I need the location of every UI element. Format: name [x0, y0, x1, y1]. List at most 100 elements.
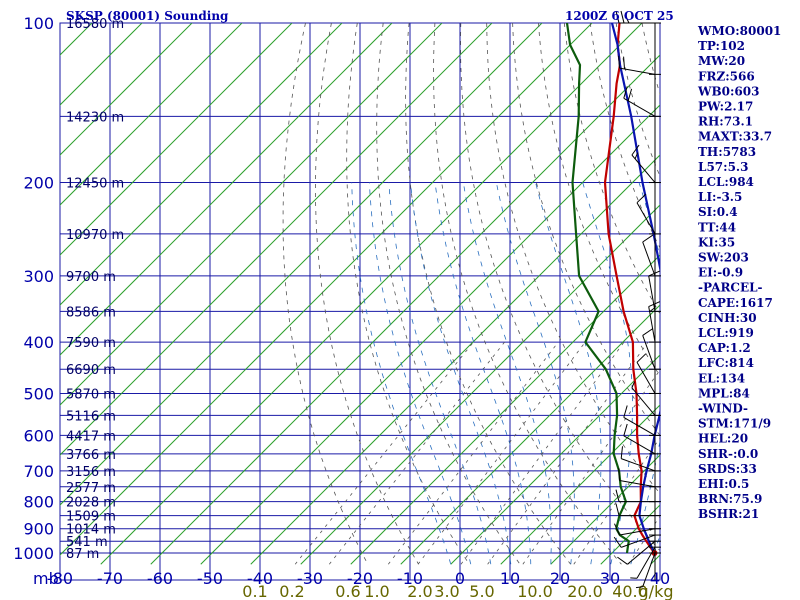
index-value: TP:102: [698, 39, 745, 53]
wind-barb: [618, 55, 661, 75]
parcel-path: [610, 23, 660, 554]
height-label: 1014 m: [66, 523, 116, 538]
index-value: STM:171/9: [698, 417, 771, 431]
barb-flag: [618, 468, 620, 481]
moist-adiabat: [369, 182, 472, 565]
pressure-tick-label: 1000: [13, 544, 54, 563]
index-value: TH:5783: [698, 145, 756, 159]
isotherm: [500, 404, 660, 565]
barb-flag: [642, 328, 654, 336]
temperature-tick-label: -70: [97, 569, 123, 588]
barb-flag: [620, 10, 625, 24]
temperature-profile: [603, 23, 656, 554]
dry-adiabat: [315, 23, 419, 565]
height-label: 2028 m: [66, 496, 116, 511]
dry-adiabat: [433, 23, 622, 565]
index-value: HEL:20: [698, 432, 748, 446]
barb-flag: [615, 489, 620, 502]
pressure-tick-label: 600: [23, 426, 54, 445]
mixing-ratio-label: 40.0: [612, 582, 648, 600]
wind-barb: [636, 193, 661, 235]
barb-shaft: [623, 435, 656, 455]
index-value: PW:2.17: [698, 100, 753, 114]
wind-barb: [615, 489, 661, 503]
temperature-tick-label: 10: [500, 569, 520, 588]
index-value: EL:134: [698, 371, 745, 385]
index-value: EHI:0.5: [698, 477, 749, 491]
index-value: FRZ:566: [698, 69, 755, 83]
chart-title: SKSP (80001) Sounding: [66, 9, 229, 23]
wind-barb: [635, 552, 661, 589]
isotherm: [200, 104, 660, 565]
isotherm: [60, 23, 193, 156]
barb-flag: [615, 10, 620, 24]
height-label: 12450 m: [66, 177, 124, 192]
index-value: LFC:814: [698, 356, 754, 370]
index-value: WB0:603: [697, 84, 759, 98]
barb-flag: [623, 86, 628, 99]
temperature-tick-label: -30: [297, 569, 323, 588]
barb-shaft: [636, 546, 656, 579]
barb-shaft: [642, 335, 656, 370]
pressure-tick-label: 400: [23, 333, 54, 352]
wind-barb: [618, 468, 661, 488]
index-value: CINH:30: [698, 311, 757, 325]
height-label: 5870 m: [66, 387, 116, 402]
height-label: 6690 m: [66, 363, 116, 378]
index-value: SHR-:0.0: [698, 447, 758, 461]
index-value: MPL:84: [698, 386, 750, 400]
barb-shaft: [619, 528, 656, 536]
index-value: BSHR:21: [698, 507, 759, 521]
mixing-ratio-label: 0.2: [279, 582, 304, 600]
isotherm: [400, 304, 660, 565]
wind-barb: [623, 423, 661, 455]
barb-flag: [613, 536, 622, 548]
barb-shaft: [636, 362, 656, 394]
wind-barb: [614, 523, 661, 536]
pressure-tick-label: 900: [23, 520, 54, 539]
pressure-tick-label: 200: [23, 174, 54, 193]
dry-adiabat: [405, 23, 572, 565]
wind-barb: [623, 405, 661, 436]
barb-flag: [625, 16, 630, 24]
barb-shaft: [631, 387, 656, 416]
barb-flag: [631, 381, 635, 388]
barb-flag: [623, 405, 628, 418]
index-value: SW:203: [698, 251, 749, 265]
mixing-ratio-label: 0.6: [335, 582, 360, 600]
moist-adiabat: [410, 182, 512, 565]
isotherm: [60, 23, 543, 506]
dry-adiabat: [376, 23, 521, 565]
moist-adiabat: [535, 182, 602, 565]
dry-adiabat: [538, 23, 660, 377]
isotherm: [60, 23, 293, 256]
pressure-tick-label: 100: [23, 14, 54, 33]
barb-shaft: [648, 306, 656, 343]
temperature-tick-label: -40: [247, 569, 273, 588]
mixing-ratio-label: 1.0: [364, 582, 389, 600]
barb-flag: [636, 193, 647, 204]
wind-barb: [631, 381, 661, 416]
moist-adiabat: [434, 182, 532, 565]
index-value: MW:20: [698, 54, 745, 68]
wind-barb: [642, 328, 661, 370]
barb-shaft: [631, 154, 656, 183]
temperature-tick-label: 20: [550, 569, 570, 588]
index-value: WMO:80001: [697, 24, 781, 38]
barb-shaft: [648, 275, 656, 312]
wind-barb: [615, 10, 661, 24]
dry-adiabats: [282, 23, 660, 565]
barb-shaft: [623, 416, 656, 436]
height-label: 16580 m: [66, 17, 124, 32]
dry-adiabat: [563, 23, 660, 315]
isotherm: [300, 204, 660, 565]
temperature-tick-label: -20: [347, 569, 373, 588]
barb-flag: [636, 353, 647, 363]
pressure-tick-label: 800: [23, 493, 54, 512]
barb-shaft: [636, 202, 656, 235]
isotherm: [60, 23, 343, 306]
isotherm: [350, 254, 660, 565]
isotherm: [60, 23, 243, 206]
index-value: RH:73.1: [698, 115, 753, 129]
wind-barb: [613, 534, 661, 548]
